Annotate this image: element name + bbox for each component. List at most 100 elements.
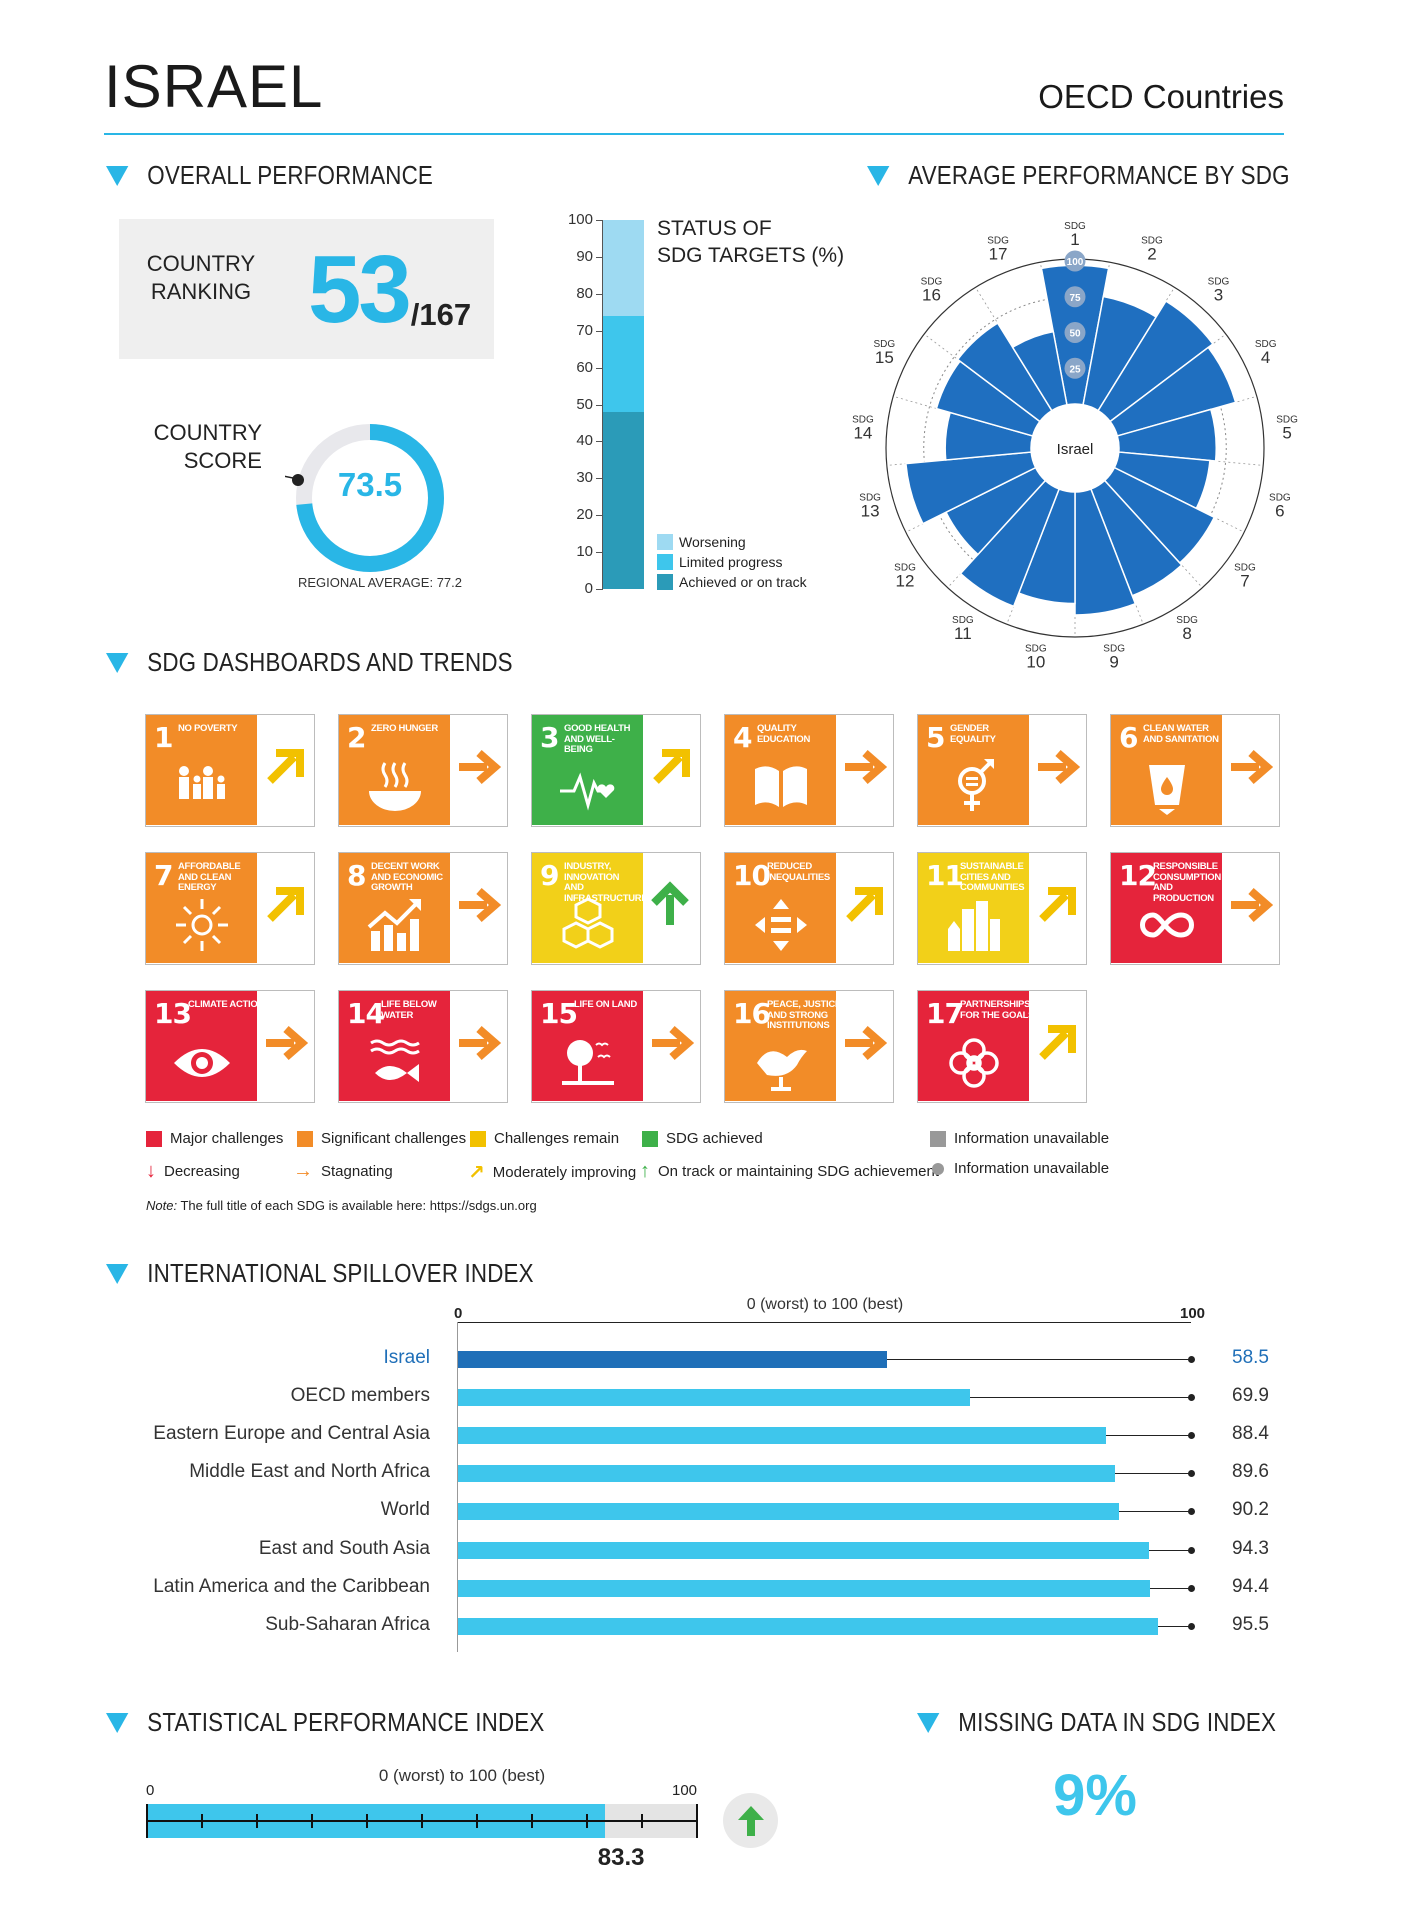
radar-sdg-number: 6 [1275, 501, 1284, 520]
radar-grid-ring [923, 296, 1227, 600]
radar-sdg-prefix: SDG [1208, 277, 1230, 288]
status-tick-mark [596, 552, 603, 554]
status-legend: Worsening Limited progress Achieved or o… [657, 532, 807, 592]
trend-moderate-arrow-icon [267, 749, 304, 784]
spillover-end-dot [1188, 1508, 1195, 1516]
sdg-tile-3: 3 Good health and well-being [531, 714, 701, 827]
radar-sdg-number: 4 [1261, 348, 1270, 367]
sdg-tile-number: 16 [733, 997, 771, 1030]
country-title: ISRAEL [104, 53, 324, 120]
section-marker-icon [106, 1263, 129, 1284]
sdg-tile-square: 17 Partnerships for the goals [918, 991, 1035, 1101]
sdg-tile-name: Responsible consumption and production [1153, 861, 1221, 904]
spillover-end-dot [1188, 1356, 1195, 1363]
trend-moderate-arrow-icon [267, 887, 304, 922]
spi-scale-caption: 0 (worst) to 100 (best) [378, 1766, 546, 1785]
spillover-row-value: 95.5 [1232, 1613, 1269, 1635]
radar-sdg-prefix: SDG [859, 492, 881, 503]
sdg-tile-number: 2 [347, 721, 367, 754]
spi-tick [531, 1814, 533, 1828]
legend-remain: Challenges remain [470, 1130, 619, 1147]
legend-moderate: ↗ Moderately improving [468, 1160, 636, 1185]
missing-data-heading: MISSING DATA IN SDG INDEX [917, 1707, 1276, 1738]
spi-ticks [146, 1804, 698, 1838]
trend-stagnating-arrow-icon [652, 1025, 694, 1061]
legend-significant: Significant challenges [297, 1130, 466, 1147]
status-tick-mark [596, 441, 603, 443]
average-performance-heading: AVERAGE PERFORMANCE BY SDG [867, 160, 1290, 191]
legend-stagnating: → Stagnating [293, 1160, 393, 1183]
status-tick-label: 20 [576, 506, 593, 524]
spillover-row-label: World [380, 1499, 430, 1521]
status-tick-label: 0 [584, 580, 593, 597]
score-label: COUNTRY SCORE [122, 419, 262, 475]
spillover-row-value: 89.6 [1232, 1461, 1269, 1483]
spillover-bar-remainder [886, 1359, 1191, 1360]
sdg-tile-number: 3 [540, 721, 560, 754]
status-axis: 100 90 80 70 60 50 40 30 20 10 0 [555, 210, 605, 597]
spillover-bar [458, 1427, 1106, 1445]
sdg-tile-name: Peace, justice and strong institutions [767, 999, 841, 1031]
status-tick-label: 60 [576, 358, 593, 376]
sdg-tile-2: 2 Zero hunger [338, 714, 508, 827]
spillover-row-label: Latin America and the Caribbean [153, 1575, 430, 1597]
ranking-label-line1: COUNTRY [146, 251, 256, 276]
sdg-tile-number: 9 [540, 859, 560, 892]
spillover-bar-remainder [970, 1397, 1191, 1399]
sdg-tile-17: 17 Partnerships for the goals [917, 990, 1087, 1103]
radar-heading-text: AVERAGE PERFORMANCE BY SDG [908, 160, 1290, 190]
status-tick-label: 70 [576, 321, 593, 339]
status-tick-mark [596, 404, 603, 406]
right-arrow-icon: → [293, 1160, 313, 1182]
trend-stagnating-arrow-icon [845, 1025, 887, 1061]
sdg-tile-number: 8 [347, 859, 367, 892]
swatch [470, 1130, 486, 1147]
legend-decreasing: ↓ Decreasing [146, 1160, 240, 1183]
status-tick-mark [596, 293, 603, 295]
spi-tick [256, 1814, 258, 1828]
sdg-tile-name: Quality education [757, 723, 811, 745]
fish-icon [370, 1039, 420, 1082]
swatch [930, 1130, 946, 1147]
trend-stagnating-arrow-icon [1231, 749, 1273, 785]
sdg-tile-name: No poverty [178, 723, 238, 734]
radar-sdg-number: 16 [922, 286, 941, 305]
radar-sdg-number: 13 [861, 501, 880, 520]
radar-sdg-number: 12 [896, 571, 915, 590]
legend-label: Limited progress [679, 554, 783, 570]
trend-stagnating-arrow-icon [459, 1025, 501, 1061]
radar-ring-badge [1064, 250, 1086, 272]
sdg-tile-5: 5 Gender equality [917, 714, 1087, 827]
spillover-axis-max: 100 [1180, 1305, 1206, 1322]
sdg-tile-square: 5 Gender equality [918, 715, 1029, 825]
sdg-tile-name: Good health and well-being [564, 723, 631, 755]
regional-average-marker [292, 474, 304, 486]
legend-ontrack: ↑ On track or maintaining SDG achievement [640, 1160, 939, 1183]
radar-sdg-number: 1 [1070, 230, 1079, 249]
score-value: 73.5 [337, 466, 403, 503]
status-title-line1: STATUS OF [657, 217, 772, 240]
water-icon [1149, 765, 1185, 815]
spillover-row-value: 94.3 [1232, 1537, 1269, 1559]
sdg-tile-square: 16 Peace, justice and strong institutions [725, 991, 841, 1101]
overall-performance-heading: OVERALL PERFORMANCE [106, 160, 433, 191]
trend-stagnating-arrow-icon [845, 749, 887, 785]
status-tick-label: 10 [576, 543, 593, 561]
status-tick-mark [596, 515, 603, 517]
sdg-tile-number: 12 [1119, 859, 1157, 892]
status-axis-line [602, 220, 603, 589]
status-segment-achieved-or-on-track [603, 411, 644, 589]
spillover-end-dot [1188, 1546, 1195, 1554]
spi-bar [146, 1804, 698, 1838]
sdg-tile-number: 5 [926, 721, 946, 754]
sdg-tile-number: 10 [733, 859, 771, 892]
spillover-bar-remainder [1119, 1511, 1191, 1513]
legend-achieved: Achieved or on track [657, 572, 807, 592]
legend-text: Information unavailable [954, 1160, 1110, 1177]
heartbeat-icon [560, 772, 615, 811]
dashboards-heading: SDG DASHBOARDS AND TRENDS [106, 647, 513, 678]
sdg-tile-square: 3 Good health and well-being [532, 715, 643, 825]
section-marker-icon [106, 1712, 129, 1733]
trend-moderate-arrow-icon [1039, 887, 1076, 922]
legend-text: Stagnating [321, 1163, 393, 1180]
